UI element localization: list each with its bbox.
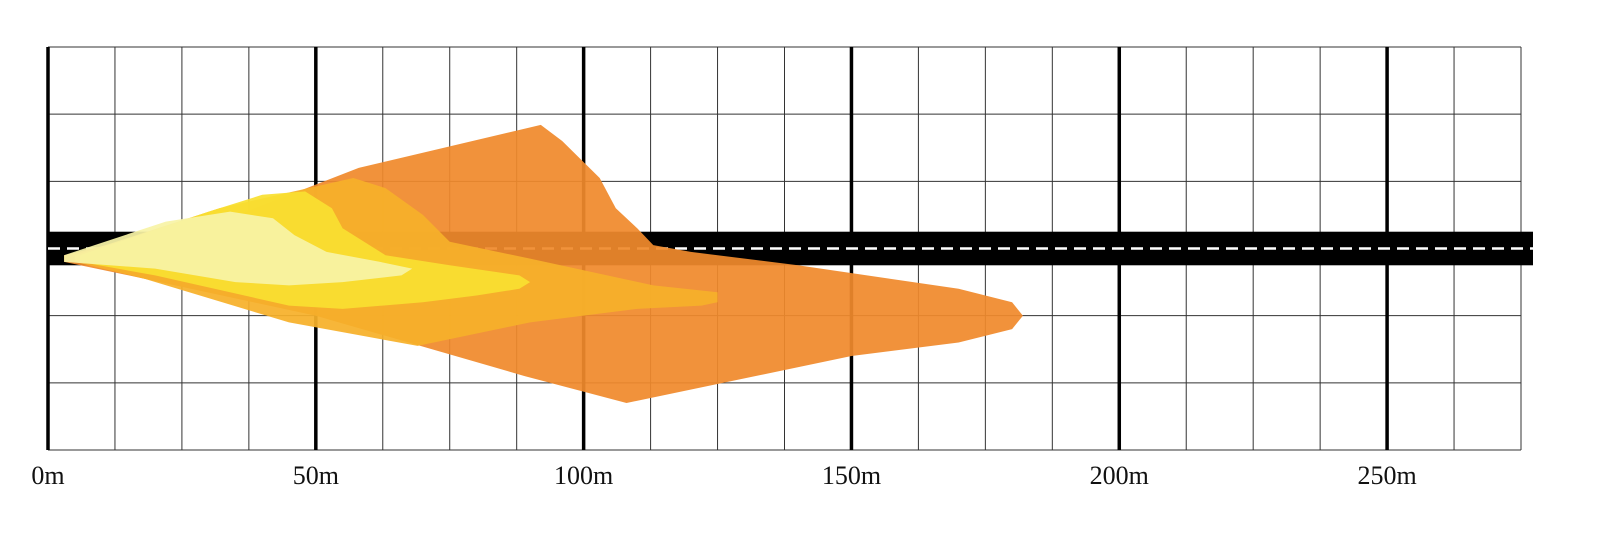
x-axis-tick-labels: 0m 50m 100m 150m 200m 250m (31, 461, 1416, 490)
x-tick-label: 0m (31, 461, 64, 490)
x-tick-label: 150m (822, 461, 881, 490)
beam-area-4 (64, 211, 413, 286)
x-tick-label: 250m (1357, 461, 1416, 490)
x-tick-label: 100m (554, 461, 613, 490)
beam-areas (64, 124, 1023, 404)
x-tick-label: 50m (293, 461, 339, 490)
x-tick-label: 200m (1090, 461, 1149, 490)
